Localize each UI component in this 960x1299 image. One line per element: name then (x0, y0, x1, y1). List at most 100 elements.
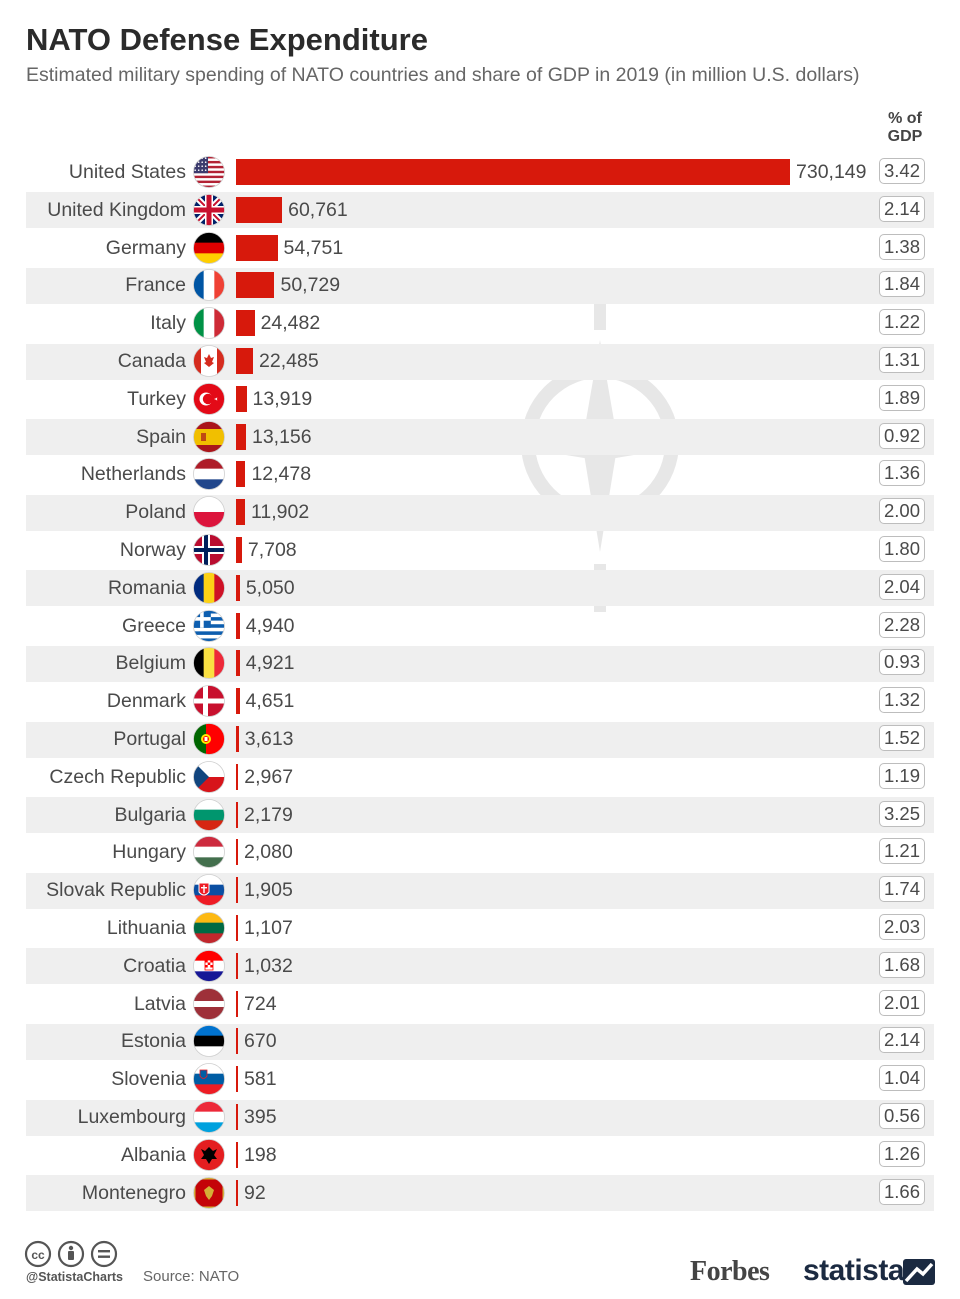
spending-bar (236, 499, 246, 526)
country-label: Norway (119, 539, 186, 561)
spending-value-label: 2,179 (244, 803, 293, 826)
flag-czech-icon (193, 760, 225, 798)
spending-bar (236, 726, 239, 752)
country-label: Montenegro (81, 1181, 186, 1204)
row-band (26, 1099, 934, 1136)
gdp-share-badge: 1.21 (879, 838, 925, 865)
country-label: Canada (117, 350, 186, 372)
spending-bar (236, 839, 238, 866)
flag-uk-icon (193, 193, 225, 231)
flag-bulgaria-icon (193, 798, 225, 836)
country-label: Spain (136, 425, 186, 448)
flag-croatia-icon (193, 949, 225, 987)
gdp-share-badge: 1.38 (879, 233, 925, 260)
spending-value-label: 54,751 (283, 236, 344, 259)
spending-value-label: 4,940 (245, 614, 295, 637)
gdp-share-badge: 2.14 (879, 195, 925, 222)
spending-value-label: 4,921 (245, 652, 295, 675)
flag-lithuania-icon (193, 912, 225, 949)
flag-albania-icon (193, 1138, 225, 1176)
country-label: Romania (107, 576, 186, 599)
country-label: Portugal (113, 728, 186, 750)
spending-bar (236, 612, 240, 639)
flag-netherlands-icon (193, 458, 225, 495)
flag-hungary-icon (193, 836, 225, 873)
gdp-column-label-line1: % of (888, 110, 922, 127)
row-band (26, 267, 934, 304)
creative-commons-icons: cc (24, 1240, 118, 1268)
country-label: Latvia (133, 992, 186, 1015)
flag-turkey-icon (193, 382, 225, 420)
country-label: Poland (125, 501, 186, 524)
row-band (26, 419, 934, 456)
gdp-share-badge: 1.52 (879, 725, 925, 751)
flag-belgium-icon (193, 647, 225, 684)
country-label: Albania (120, 1143, 186, 1166)
gdp-share-badge: 3.42 (879, 158, 925, 184)
row-band (26, 948, 934, 985)
country-label: Croatia (123, 954, 186, 977)
svg-text:cc: cc (31, 1248, 45, 1262)
gdp-share-badge: 1.89 (879, 384, 925, 411)
gdp-share-badge: 2.04 (879, 573, 925, 600)
spending-value-label: 5,050 (245, 576, 295, 599)
spending-value-label: 22,485 (259, 350, 319, 372)
gdp-share-badge: 2.00 (879, 498, 925, 525)
spending-value-label: 581 (244, 1068, 277, 1091)
flag-italy-icon (193, 307, 225, 344)
flag-portugal-icon (193, 723, 225, 760)
gdp-share-badge: 1.31 (879, 347, 925, 373)
country-label: Italy (150, 312, 186, 335)
spending-value-label: 12,478 (251, 463, 312, 486)
gdp-column-label-line2: GDP (887, 128, 923, 145)
row-band (26, 645, 934, 682)
spending-bar (236, 1104, 238, 1130)
spending-value-label: 11,902 (251, 501, 310, 524)
flag-canada-icon (193, 345, 225, 382)
spending-value-label: 92 (244, 1181, 266, 1204)
flag-montenegro-icon (193, 1176, 225, 1214)
row-band (26, 570, 934, 607)
flag-slovenia-icon (193, 1063, 225, 1100)
spending-bar (236, 196, 283, 223)
flag-norway-icon (193, 534, 225, 571)
flag-denmark-icon (193, 685, 225, 722)
country-label: France (125, 274, 186, 297)
forbes-logo: Forbes (690, 1256, 770, 1287)
gdp-share-badge: 1.26 (879, 1140, 925, 1167)
spending-value-label: 395 (244, 1106, 277, 1128)
spending-bar (236, 461, 246, 488)
spending-bar (236, 1028, 238, 1055)
statista-logo-icon (903, 1259, 935, 1285)
flag-luxembourg-icon (193, 1101, 225, 1138)
gdp-share-badge: 1.32 (879, 687, 925, 714)
spending-bar (236, 234, 278, 261)
gdp-share-badge: 2.01 (879, 989, 925, 1016)
chart-title: NATO Defense Expenditure (26, 22, 428, 57)
gdp-column-header: % of GDP (876, 110, 934, 146)
spending-bar (236, 348, 254, 374)
spending-bar (236, 990, 238, 1017)
country-label: Netherlands (80, 463, 186, 486)
flag-poland-icon (193, 496, 225, 533)
country-label: United Kingdom (47, 198, 186, 221)
spending-bar (236, 915, 238, 941)
spending-bar (236, 1141, 238, 1168)
spending-bar (236, 574, 240, 601)
spending-bar (236, 650, 240, 677)
spending-value-label: 1,107 (244, 917, 293, 939)
spending-bar (236, 688, 240, 715)
spending-value-label: 2,080 (244, 841, 293, 864)
spending-bar (236, 310, 255, 337)
spending-bar (236, 423, 246, 450)
country-label: Denmark (106, 690, 186, 713)
spending-value-label: 198 (244, 1143, 277, 1166)
statista-logo-text: statista (803, 1254, 905, 1287)
spending-value-label: 13,919 (252, 387, 313, 410)
spending-bar (236, 272, 275, 299)
country-label: Slovenia (111, 1068, 186, 1091)
spending-value-label: 3,613 (244, 728, 294, 750)
country-label: Lithuania (106, 917, 186, 939)
spending-value-label: 730,149 (796, 161, 867, 183)
row-band (26, 494, 934, 531)
